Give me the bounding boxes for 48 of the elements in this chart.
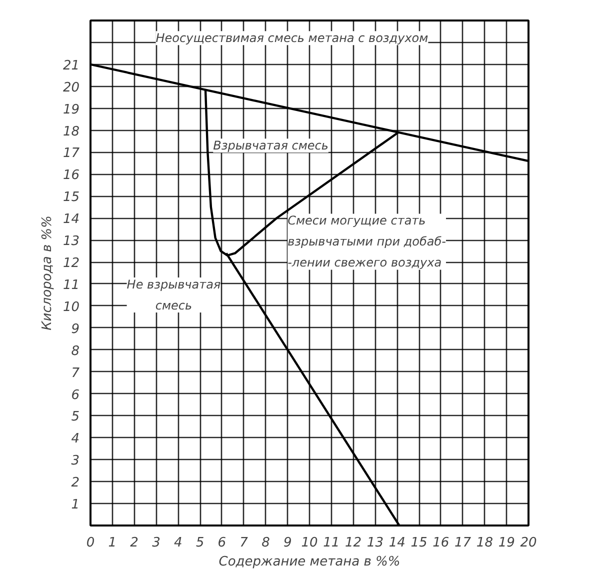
x-tick-label: 19 <box>498 536 515 550</box>
y-tick-label: 11 <box>62 278 80 293</box>
y-tick-label: 12 <box>62 256 80 272</box>
annotation: Не взрывчатая смесь <box>126 277 221 312</box>
y-tick-label: 13 <box>62 234 80 250</box>
annotation: Неосуществимая смесь метана с воздухом <box>156 31 428 46</box>
x-tick-label: 5 <box>196 536 204 550</box>
x-tick-label: 3 <box>152 536 160 550</box>
y-tick-label: 18 <box>62 124 80 140</box>
y-tick-label: 5 <box>71 410 80 425</box>
y-tick-label: 10 <box>62 300 80 315</box>
x-tick-label: 1 <box>108 536 117 550</box>
x-axis-title: Содержание метана в %% <box>218 554 400 570</box>
x-tick-label: 20 <box>520 536 537 550</box>
y-tick-label: 9 <box>71 322 80 337</box>
y-axis-title: Кислорода в %% <box>40 216 55 330</box>
x-tick-label: 15 <box>410 536 428 550</box>
x-tick-label: 16 <box>432 536 450 550</box>
y-tick-label: 8 <box>71 344 80 359</box>
y-tick-label: 19 <box>62 102 80 118</box>
y-tick-label: 1 <box>71 498 80 513</box>
x-tick-label: 0 <box>86 536 95 550</box>
x-tick-label: 18 <box>476 536 493 550</box>
y-tick-label: 16 <box>62 168 80 184</box>
y-tick-label: 2 <box>71 476 80 491</box>
x-tick-label: 12 <box>345 536 362 550</box>
x-tick-label: 10 <box>301 536 318 550</box>
y-tick-label: 20 <box>62 80 80 96</box>
y-tick-label: 21 <box>62 58 80 74</box>
y-tick-label: 6 <box>71 388 80 403</box>
y-tick-label: 4 <box>71 432 80 447</box>
y-tick-label: 14 <box>62 212 80 228</box>
y-tick-label: 3 <box>71 454 80 469</box>
x-tick-label: 9 <box>283 536 292 550</box>
x-tick-label: 4 <box>174 536 182 550</box>
annotation: Взрывчатая смесь <box>213 138 328 153</box>
x-tick-label: 14 <box>388 536 406 550</box>
y-tick-label: 17 <box>62 146 80 162</box>
x-tick-label: 11 <box>323 536 340 550</box>
y-tick-label: 15 <box>62 190 80 206</box>
x-tick-label: 6 <box>218 536 226 550</box>
x-tick-label: 17 <box>454 536 472 550</box>
x-tick-label: 8 <box>262 536 270 550</box>
x-tick-label: 13 <box>366 536 384 550</box>
x-tick-label: 2 <box>130 536 138 550</box>
annotation: Смеси могущие стать взрывчатыми при добаб- -лении свежего воздуха <box>288 214 446 270</box>
y-tick-label: 7 <box>71 366 80 381</box>
x-tick-label: 7 <box>240 536 249 550</box>
